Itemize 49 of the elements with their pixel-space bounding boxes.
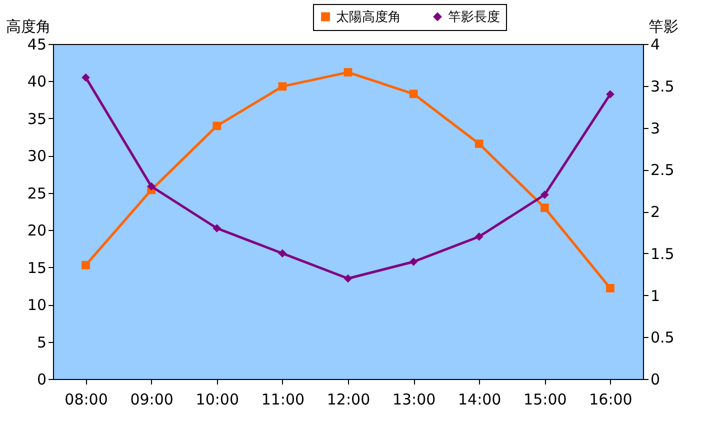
legend-label: 太陽高度角 xyxy=(336,8,401,25)
point xyxy=(540,190,549,199)
y2-tick-label: 3.5 xyxy=(650,77,674,96)
point xyxy=(147,182,156,191)
x-tick-label: 11:00 xyxy=(261,390,305,408)
y-tick-label: 25 xyxy=(27,184,46,202)
x-tick-label: 13:00 xyxy=(392,390,436,408)
y-tick-label: 45 xyxy=(27,36,46,54)
x-tick-label: 14:00 xyxy=(458,390,502,408)
y-axis-title: 高度角 xyxy=(6,18,51,36)
point xyxy=(540,204,549,212)
y-tick-label: 5 xyxy=(36,333,46,352)
x-tick-label: 09:00 xyxy=(130,390,174,408)
point xyxy=(212,122,222,130)
y2-tick-label: 1 xyxy=(650,286,660,305)
point xyxy=(409,258,418,266)
point xyxy=(82,73,90,82)
point xyxy=(606,90,614,98)
x-tick-label: 10:00 xyxy=(196,390,240,408)
point xyxy=(606,284,614,292)
y2-tick-label: 2 xyxy=(650,203,660,221)
y-tick-label: 30 xyxy=(27,147,46,166)
x-tick-label: 15:00 xyxy=(524,390,567,408)
point xyxy=(409,90,418,98)
y2-tick-label: 0 xyxy=(650,370,660,388)
point xyxy=(474,232,484,241)
x-tick-label: 12:00 xyxy=(326,390,370,408)
y-tick-label: 35 xyxy=(27,110,46,128)
point xyxy=(278,82,287,91)
y-tick-label: 40 xyxy=(27,72,46,91)
point xyxy=(474,140,484,148)
y2-tick-label: 0.5 xyxy=(650,328,674,347)
legend-label: 竿影長度 xyxy=(448,8,500,25)
y2-tick-label: 1.5 xyxy=(650,244,674,263)
y2-tick-label: 3 xyxy=(650,119,660,138)
point xyxy=(212,224,222,232)
y2-axis-title: 竿影 xyxy=(648,18,678,36)
y2-tick-label: 4 xyxy=(650,36,660,54)
y-tick-label: 0 xyxy=(36,370,46,388)
point xyxy=(344,68,352,76)
y-tick-label: 20 xyxy=(27,222,46,240)
point xyxy=(82,260,90,270)
y2-tick-label: 2.5 xyxy=(650,161,674,180)
point xyxy=(278,249,287,258)
point xyxy=(344,274,352,283)
x-tick-label: 16:00 xyxy=(589,390,632,408)
x-tick-label: 08:00 xyxy=(64,390,108,408)
y-tick-label: 15 xyxy=(27,258,46,277)
y-tick-label: 10 xyxy=(27,296,46,314)
